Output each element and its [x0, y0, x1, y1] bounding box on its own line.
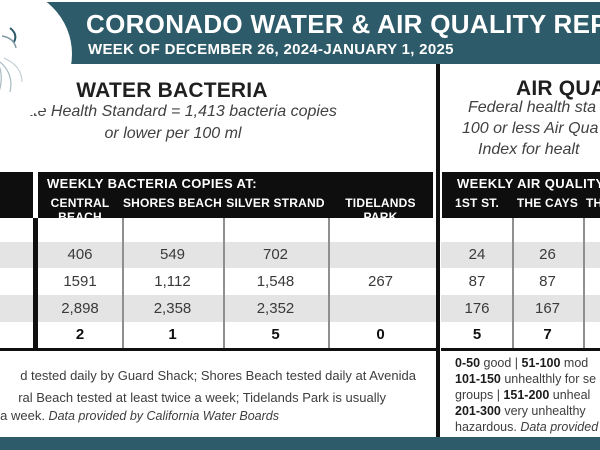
water-col-central-beach: CENTRAL BEACH: [50, 196, 110, 224]
water-footnote-source: Data provided by California Water Boards: [48, 409, 279, 423]
air-row1-stripe: [441, 242, 600, 268]
air-cell-r2-cays: 87: [539, 273, 556, 290]
air-col-the-cays: THE CAYS: [516, 196, 579, 210]
water-footnote-line3: a week. Data provided by California Wate…: [0, 408, 279, 423]
water-cell-r4-central: 2: [75, 326, 85, 343]
air-row3-stripe: [441, 295, 600, 322]
water-standard-line2: or lower per 100 ml: [104, 125, 242, 142]
aqi-legend-text: unhealthly for se: [500, 372, 597, 386]
water-section-title: WATER BACTERIA: [76, 79, 268, 102]
water-standard-line1: State Health Standard = 1,413 bacteria c…: [9, 103, 337, 120]
air-standard-line1: Federal health sta: [468, 99, 597, 116]
water-cell-r4-tidelands: 0: [376, 326, 385, 343]
water-cell-r2-central: 1591: [63, 273, 97, 290]
water-cell-r1-shores: 549: [159, 246, 186, 263]
water-cell-r3-silver: 2,352: [256, 300, 295, 317]
water-cell-r1-central: 406: [67, 246, 93, 263]
water-row3-stripe: [0, 295, 436, 322]
water-cell-r3-central: 2,898: [61, 300, 99, 317]
water-row1-stripe: [0, 242, 436, 268]
water-col-shores-beach: SHORES BEACH: [122, 196, 223, 210]
air-table-bottom-border: [441, 348, 600, 351]
water-cell-r2-tidelands: 267: [367, 273, 394, 290]
header-band: [0, 2, 600, 64]
water-col-silver-strand: SILVER STRAND: [226, 196, 325, 210]
aqi-range-151-200: 151-200: [503, 388, 550, 402]
air-cell-r4-cays: 7: [543, 326, 552, 343]
aqi-legend-line1: 0-50 good | 51-100 mod: [455, 356, 588, 370]
aqi-legend-text: mod: [560, 356, 589, 370]
aqi-legend-line4: 201-300 very unhealthy: [455, 404, 586, 418]
aqi-legend-text: unheal: [549, 388, 591, 402]
air-section-title: AIR QUALIT: [516, 77, 600, 100]
water-divider-2: [223, 218, 225, 348]
water-cell-r4-shores: 1: [168, 326, 177, 343]
water-standard-text: State Health Standard = 1,413 bacteria c…: [2, 101, 344, 145]
footer-band: [0, 437, 600, 450]
water-footnote-line1: d tested daily by Guard Shack; Shores Be…: [20, 368, 416, 383]
aqi-legend-text: good |: [480, 356, 522, 370]
aqi-legend-line3: groups | 151-200 unheal: [455, 388, 590, 402]
coronado-logo-art: [0, 27, 23, 93]
report-title: CORONADO WATER & AIR QUALITY REPO: [86, 9, 600, 39]
water-cell-r3-shores: 2,358: [153, 300, 192, 317]
water-table-header-gap: [33, 172, 38, 218]
air-band-title: WEEKLY AIR QUALITY: [457, 176, 600, 191]
water-label-column-divider: [33, 218, 38, 349]
air-cell-r1-1st: 24: [468, 246, 486, 263]
water-cell-r4-silver: 5: [271, 326, 280, 343]
air-cell-r3-cays: 167: [534, 300, 561, 317]
water-table-bottom-border: [0, 348, 436, 351]
aqi-legend-source: Data provided: [520, 420, 599, 434]
water-cell-r2-silver: 1,548: [256, 273, 295, 290]
aqi-legend-line5: hazardous. Data provided: [455, 420, 598, 434]
water-footnote-line2: ral Beach tested at least twice a week; …: [18, 390, 386, 405]
water-band-title: WEEKLY BACTERIA COPIES AT:: [47, 176, 257, 191]
air-cell-r4-1st: 5: [472, 326, 482, 343]
coronado-logo: [0, 0, 72, 120]
aqi-range-51-100: 51-100: [521, 356, 561, 370]
water-divider-3: [328, 218, 330, 348]
air-col-third-cut: TH: [586, 196, 600, 210]
aqi-range-0-50: 0-50: [455, 356, 481, 370]
aqi-range-201-300: 201-300: [455, 404, 501, 418]
air-divider-2: [583, 218, 585, 348]
air-table-header-band: [442, 172, 600, 218]
aqi-range-101-150: 101-150: [455, 372, 501, 386]
air-divider-1: [512, 218, 514, 348]
air-standard-line3: Index for healt: [478, 141, 580, 158]
water-footnote-line3-text: a week.: [0, 408, 49, 423]
water-cell-r2-shores: 1,112: [154, 273, 191, 290]
aqi-legend-line2: 101-150 unhealthly for se: [455, 372, 596, 386]
air-cell-r3-1st: 176: [464, 300, 490, 317]
air-cell-r2-1st: 87: [468, 273, 486, 290]
water-divider-1: [122, 218, 124, 348]
aqi-legend-text: hazardous.: [455, 420, 521, 434]
water-table-header-band: [0, 172, 433, 218]
air-standard-line2: 100 or less Air Qua: [462, 120, 599, 137]
report-week-subtitle: WEEK OF DECEMBER 26, 2024-JANUARY 1, 202…: [88, 41, 454, 58]
water-col-tidelands-park: TIDELANDS PARK: [345, 196, 416, 224]
air-col-1st-st: 1ST ST.: [454, 196, 500, 210]
water-cell-r1-silver: 702: [262, 246, 289, 263]
aqi-legend-text: groups |: [455, 388, 504, 402]
aqi-legend-text: very unhealthy: [500, 404, 586, 418]
air-cell-r1-cays: 26: [539, 246, 556, 263]
section-divider: [436, 64, 440, 437]
